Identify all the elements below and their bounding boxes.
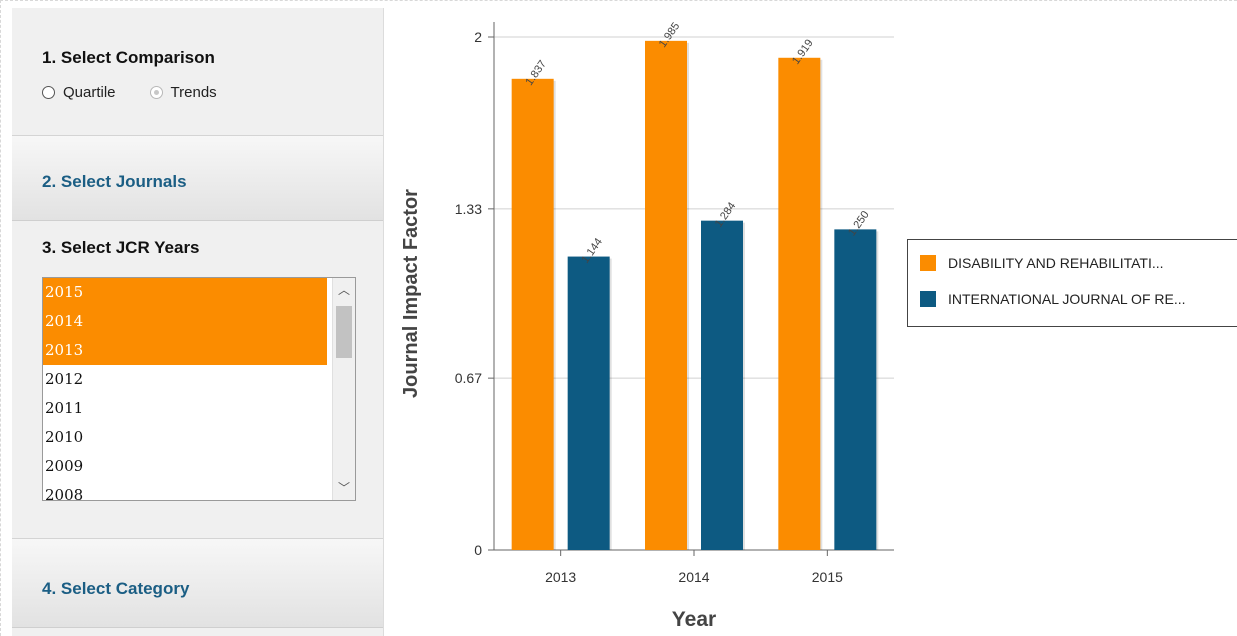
- impact-factor-chart: 00.671.33220131.8371.14420141.9851.28420…: [400, 20, 894, 631]
- legend-swatch-blue: [920, 291, 936, 307]
- trends-radio-label[interactable]: Trends: [170, 84, 217, 101]
- legend-swatch-orange: [920, 255, 936, 271]
- bar-orange-2015[interactable]: [778, 57, 821, 551]
- select-comparison-section: 1. Select Comparison Quartile Trends: [12, 8, 383, 136]
- legend-item-series-2[interactable]: INTERNATIONAL JOURNAL OF RE...: [920, 291, 1186, 307]
- x-axis-title: Year: [672, 608, 716, 631]
- year-option-2009[interactable]: 2009: [45, 457, 84, 475]
- select-category-section[interactable]: 4. Select Category: [12, 539, 383, 628]
- select-jcr-years-section: 3. Select JCR Years 2015 2014 2013 2012 2011…: [12, 221, 383, 539]
- comparison-radio-group: Quartile Trends: [42, 84, 251, 101]
- y-tick-label: 2: [474, 29, 482, 45]
- scroll-down-icon[interactable]: ﹀: [337, 481, 350, 495]
- bar-orange-2013[interactable]: [511, 78, 554, 550]
- select-jcr-years-title: 3. Select JCR Years: [42, 238, 200, 257]
- year-option-2015[interactable]: 2015: [43, 278, 327, 307]
- year-option-2014[interactable]: 2014: [43, 307, 327, 336]
- select-journals-link[interactable]: 2. Select Journals: [42, 172, 187, 191]
- y-tick-label: 0: [474, 542, 482, 558]
- legend-label-series-2: INTERNATIONAL JOURNAL OF RE...: [948, 291, 1186, 307]
- bar-blue-2014[interactable]: [701, 220, 743, 551]
- year-option-2011[interactable]: 2011: [45, 399, 84, 417]
- chart-legend: DISABILITY AND REHABILITATI... INTERNATI…: [907, 239, 1237, 327]
- year-option-2010[interactable]: 2010: [45, 428, 84, 446]
- y-tick-label: 0.67: [455, 370, 482, 386]
- bar-blue-2013[interactable]: [567, 256, 610, 550]
- scroll-thumb[interactable]: [336, 306, 352, 358]
- year-option-2013[interactable]: 2013: [43, 336, 327, 365]
- y-tick-label: 1.33: [455, 201, 482, 217]
- year-option-2012[interactable]: 2012: [45, 370, 84, 388]
- year-option-2008[interactable]: 2008: [45, 486, 84, 501]
- bar-orange-2014[interactable]: [645, 40, 687, 550]
- year-items: 2015 2014 2013 2012 2011 2010 2009 2008: [43, 278, 355, 501]
- quartile-radio-label[interactable]: Quartile: [63, 84, 116, 101]
- scroll-up-icon[interactable]: ︿: [337, 283, 350, 297]
- legend-item-series-1[interactable]: DISABILITY AND REHABILITATI...: [920, 255, 1164, 271]
- x-tick-label: 2013: [545, 569, 576, 585]
- bar-blue-2015[interactable]: [834, 229, 877, 550]
- jcr-years-listbox[interactable]: 2015 2014 2013 2012 2011 2010 2009 2008 ︿ ﹀: [42, 277, 356, 501]
- legend-label-series-1: DISABILITY AND REHABILITATI...: [948, 255, 1164, 271]
- sidebar: 1. Select Comparison Quartile Trends 2. …: [12, 8, 384, 636]
- x-tick-label: 2015: [812, 569, 843, 585]
- select-comparison-title: 1. Select Comparison: [42, 48, 215, 67]
- x-tick-label: 2014: [678, 569, 709, 585]
- trends-radio[interactable]: [149, 86, 163, 99]
- frame-border-left: [0, 0, 11, 636]
- listbox-scrollbar[interactable]: ︿ ﹀: [332, 278, 355, 500]
- select-category-link[interactable]: 4. Select Category: [42, 579, 190, 598]
- quartile-radio[interactable]: [42, 86, 55, 99]
- y-axis-title: Journal Impact Factor: [400, 189, 422, 398]
- frame-border-top: [0, 0, 1237, 9]
- select-journals-section[interactable]: 2. Select Journals: [12, 136, 383, 221]
